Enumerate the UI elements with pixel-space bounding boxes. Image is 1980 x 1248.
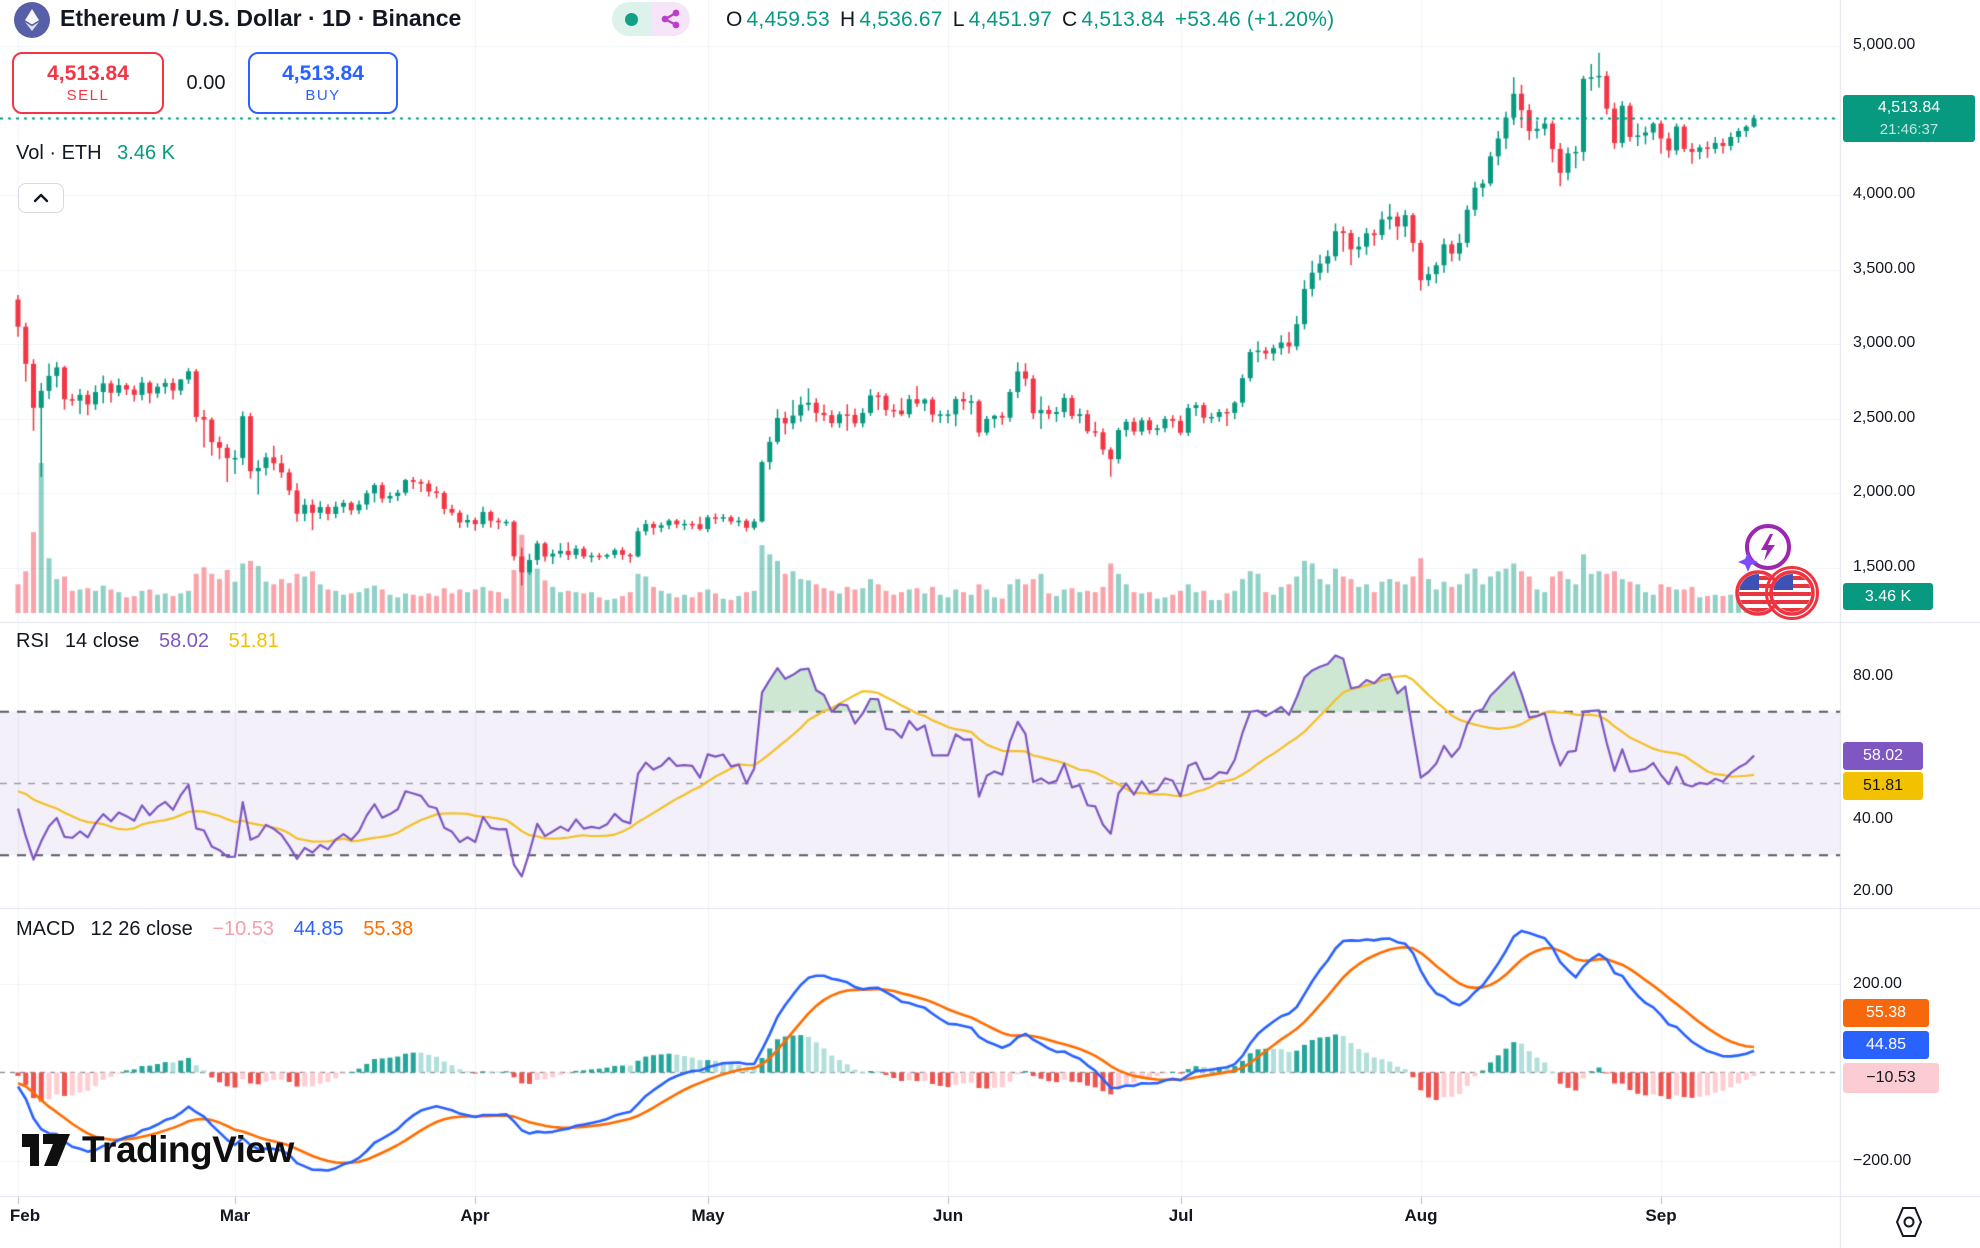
time-axis-label-may: May [691, 1206, 725, 1225]
symbol-title[interactable]: Ethereum / U.S. Dollar · 1D · Binance [60, 5, 462, 31]
ohlc-change-value: +53.46 (+1.20%) [1174, 8, 1335, 31]
price-tick-4000: 4,000.00 [1853, 185, 1916, 202]
spread-value: 0.00 [186, 71, 226, 94]
price-tick-2000: 2,000.00 [1853, 483, 1916, 500]
last-price-badge: 4,513.84 21:46:37 [1843, 95, 1975, 142]
ohlc-row: O 4,459.53 H 4,536.67 L 4,451.97 C 4,513.84 … [726, 8, 1338, 32]
hexagon-dot-icon [1895, 1207, 1923, 1237]
price-tick-1500: 1,500.00 [1853, 558, 1916, 575]
ohlc-high-value: 4,536.67 [859, 8, 943, 31]
time-axis-label-mar: Mar [219, 1206, 251, 1225]
macd-hist-badge: −10.53 [1843, 1063, 1939, 1093]
status-pill [612, 2, 690, 36]
sell-price: 4,513.84 [47, 61, 129, 85]
ohlc-close-label: C [1062, 8, 1078, 31]
rsi-ma-badge: 51.81 [1843, 772, 1923, 800]
chevron-up-icon [33, 193, 49, 203]
lightning-bolt-icon [1761, 534, 1775, 561]
price-tick-2500: 2,500.00 [1853, 409, 1916, 426]
macd-tick-neg200: −200.00 [1853, 1152, 1912, 1169]
time-axis[interactable] [0, 1197, 1840, 1248]
ohlc-open-value: 4,459.53 [746, 8, 830, 31]
flag-ring-icon [1765, 566, 1819, 620]
time-axis-label-feb: Feb [9, 1206, 41, 1225]
macd-title[interactable]: MACD [16, 918, 75, 940]
rsi-ma-value: 51.81 [228, 630, 279, 652]
volume-label: Vol · ETH [16, 142, 102, 164]
bar-countdown: 21:46:37 [1879, 120, 1939, 138]
us-economic-event-icons[interactable] [1732, 566, 1822, 625]
macd-signal-badge: 55.38 [1843, 999, 1929, 1027]
volume-row: Vol · ETH 3.46 K [16, 142, 175, 165]
us-flag-icon [1769, 570, 1815, 616]
market-status-button[interactable] [612, 2, 651, 36]
rsi-legend: RSI 14 close 58.02 51.81 [16, 630, 279, 653]
sell-button[interactable]: 4,513.84 SELL [12, 52, 164, 114]
price-tick-3000: 3,000.00 [1853, 334, 1916, 351]
macd-line-value: 44.85 [293, 918, 344, 940]
tradingview-glyph-icon [22, 1134, 70, 1166]
macd-signal-value: 55.38 [363, 918, 414, 940]
macd-hist-value: −10.53 [212, 918, 275, 940]
rsi-tick-80: 80.00 [1853, 667, 1894, 684]
volume-value: 3.46 K [117, 142, 175, 164]
tradingview-logo[interactable]: TradingView [20, 1124, 294, 1176]
buy-button[interactable]: 4,513.84 BUY [248, 52, 398, 114]
ohlc-low-label: L [952, 8, 965, 31]
buy-price: 4,513.84 [282, 61, 364, 85]
macd-legend: MACD 12 26 close −10.53 44.85 55.38 [16, 918, 413, 941]
sell-label: SELL [66, 86, 110, 104]
ohlc-high-label: H [839, 8, 856, 31]
market-open-dot-icon [625, 12, 638, 26]
time-axis-label-sep: Sep [1645, 1206, 1677, 1225]
last-price-value: 4,513.84 [1877, 98, 1941, 116]
settings-hexagon-button[interactable] [1893, 1205, 1925, 1244]
ethereum-logo-icon [14, 2, 50, 38]
tradingview-wordmark: TradingView [82, 1129, 294, 1170]
time-axis-label-jun: Jun [932, 1206, 964, 1225]
ohlc-open-label: O [726, 8, 743, 31]
sparkle-icon [1738, 552, 1758, 572]
share-button[interactable] [651, 2, 690, 36]
ohlc-low-value: 4,451.97 [968, 8, 1052, 31]
macd-params: 12 26 close [90, 918, 193, 940]
share-icon [661, 9, 679, 29]
rsi-value: 58.02 [158, 630, 210, 652]
ohlc-close-value: 4,513.84 [1081, 8, 1165, 31]
price-tick-3500: 3,500.00 [1853, 260, 1916, 277]
rsi-title[interactable]: RSI [16, 630, 50, 652]
time-axis-label-jul: Jul [1168, 1206, 1194, 1225]
lightning-event-button[interactable] [1737, 522, 1793, 581]
price-tick-5000: 5,000.00 [1853, 36, 1916, 53]
time-axis-label-apr: Apr [460, 1206, 490, 1225]
rsi-tick-20: 20.00 [1853, 882, 1894, 899]
rsi-value-badge: 58.02 [1843, 742, 1923, 770]
rsi-tick-40: 40.00 [1853, 810, 1894, 827]
collapse-pane-button[interactable] [18, 183, 64, 213]
rsi-params: 14 close [64, 630, 140, 652]
time-axis-label-aug: Aug [1404, 1206, 1438, 1225]
volume-badge: 3.46 K [1843, 583, 1933, 610]
buy-label: BUY [305, 86, 341, 104]
macd-line-badge: 44.85 [1843, 1031, 1929, 1059]
macd-tick-200: 200.00 [1853, 975, 1902, 992]
